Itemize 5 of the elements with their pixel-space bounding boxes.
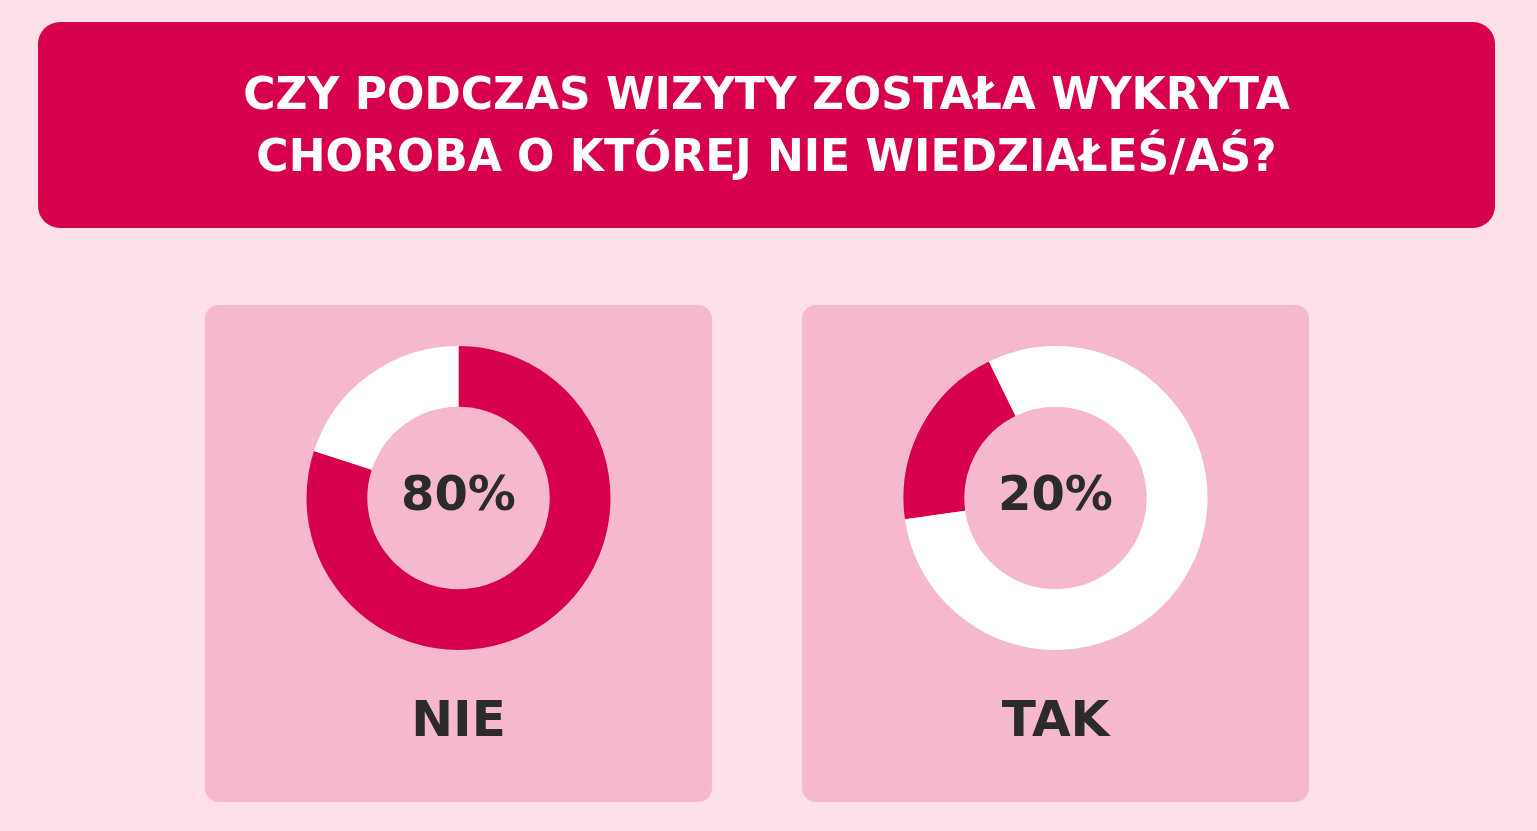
- text: CZY PODCZAS WIZYTY ZOSTAŁA WYKRYTA CHOROBA O KTÓREJ NIE WIEDZIAŁEŚ/AŚ?: [38, 22, 1495, 228]
- text: TAK: [1000, 690, 1112, 748]
- text: NIE: [410, 690, 507, 748]
- text: 20%: [998, 465, 1113, 522]
- text: 80%: [401, 465, 516, 522]
